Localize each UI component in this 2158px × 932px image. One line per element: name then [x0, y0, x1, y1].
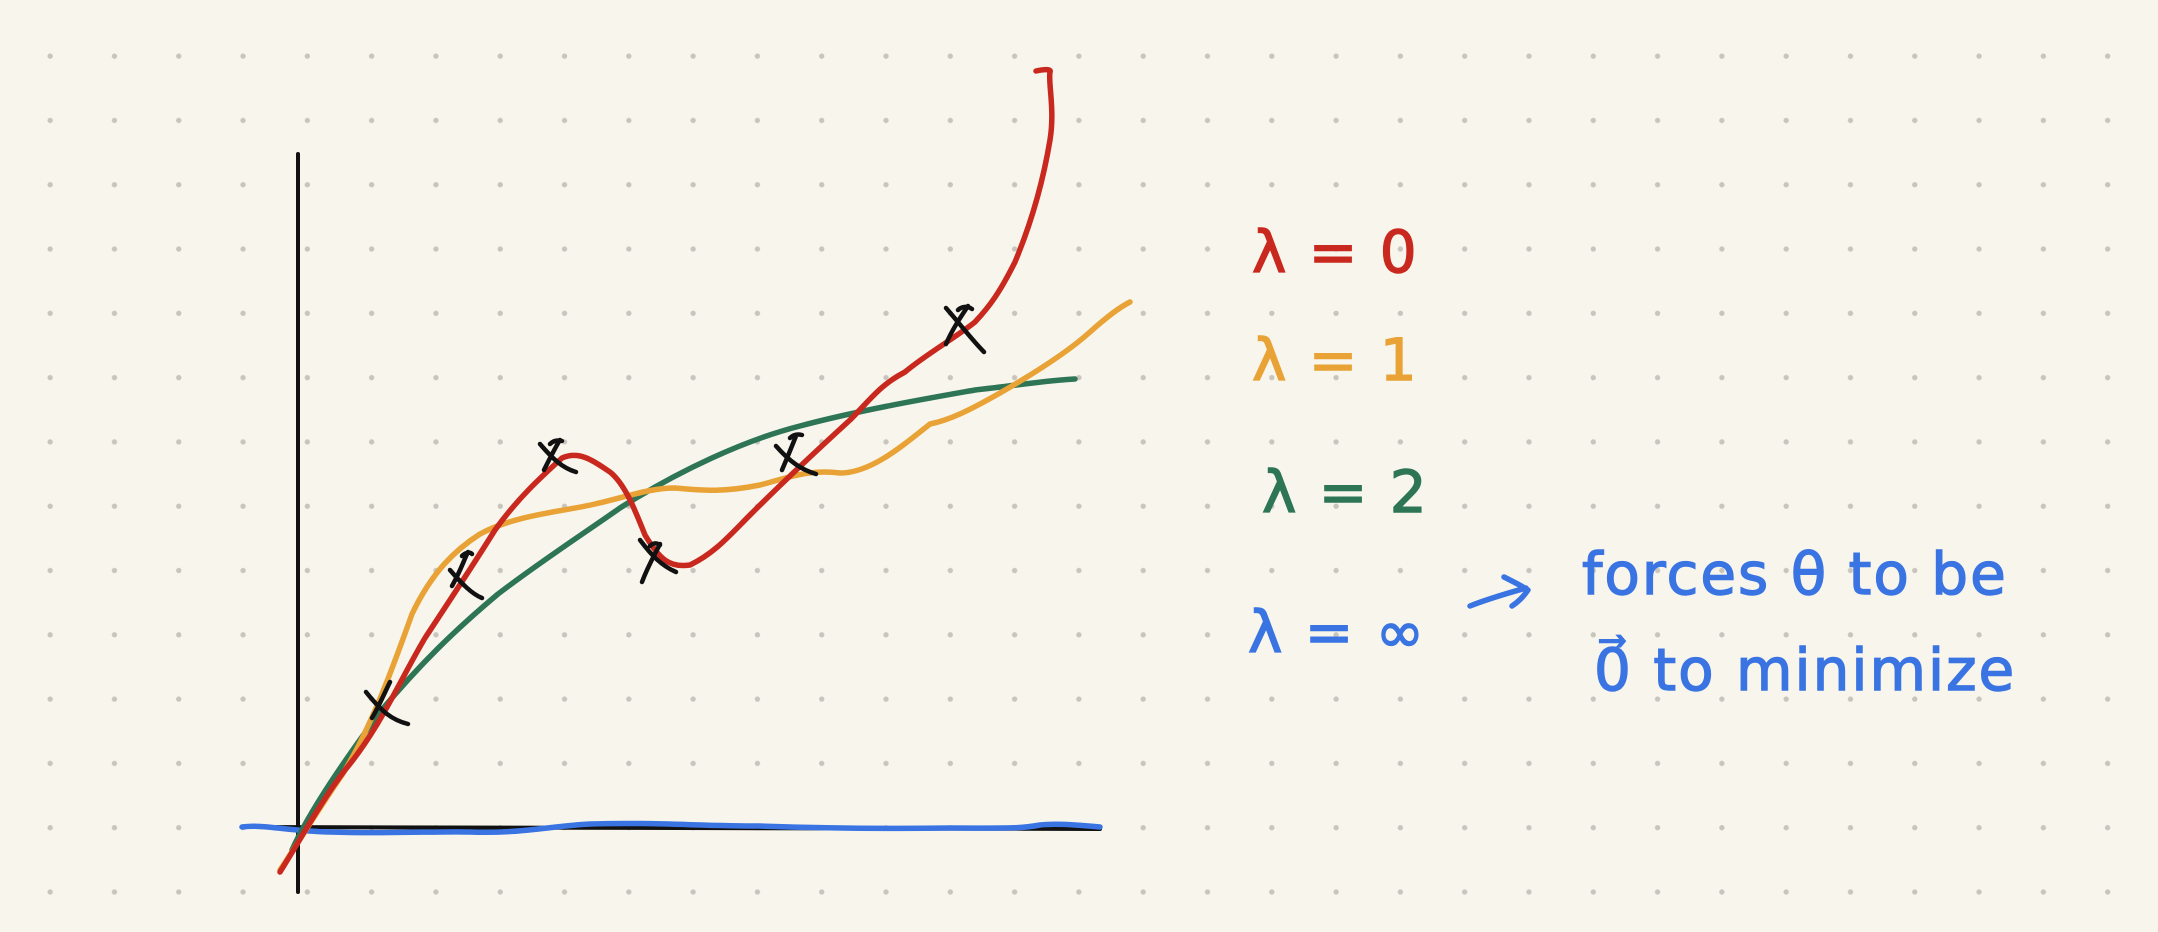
data-points — [363, 303, 987, 727]
note-line-1: forces θ to be — [1582, 540, 2008, 608]
note: forces θ to be 0⃗ to minimize — [1581, 539, 2016, 704]
data-point-x-mark — [637, 537, 679, 585]
note-line-2: 0⃗ to minimize — [1594, 634, 2016, 704]
axes — [240, 152, 1102, 894]
legend-lambda-0: λ = 0 — [1252, 218, 1419, 286]
data-point-x-mark — [537, 437, 579, 475]
data-point-x-mark — [773, 432, 819, 477]
legend-lambda-inf: λ = ∞ — [1248, 598, 1426, 666]
data-point-x-mark — [363, 679, 411, 727]
curves — [239, 66, 1133, 875]
curve-lambda-2 — [289, 376, 1078, 853]
curve-lambda-inf — [239, 820, 1103, 836]
legend: λ = 0 λ = 1 λ = 2 λ = ∞ — [1247, 217, 1429, 666]
arrow-icon — [1467, 574, 1531, 609]
data-point-x-mark — [943, 303, 987, 355]
data-point-x-mark — [447, 549, 485, 601]
legend-lambda-2: λ = 2 — [1262, 458, 1429, 526]
curve-lambda-0 — [277, 66, 1055, 875]
curve-lambda-1 — [277, 299, 1133, 873]
legend-lambda-1: λ = 1 — [1252, 326, 1419, 394]
